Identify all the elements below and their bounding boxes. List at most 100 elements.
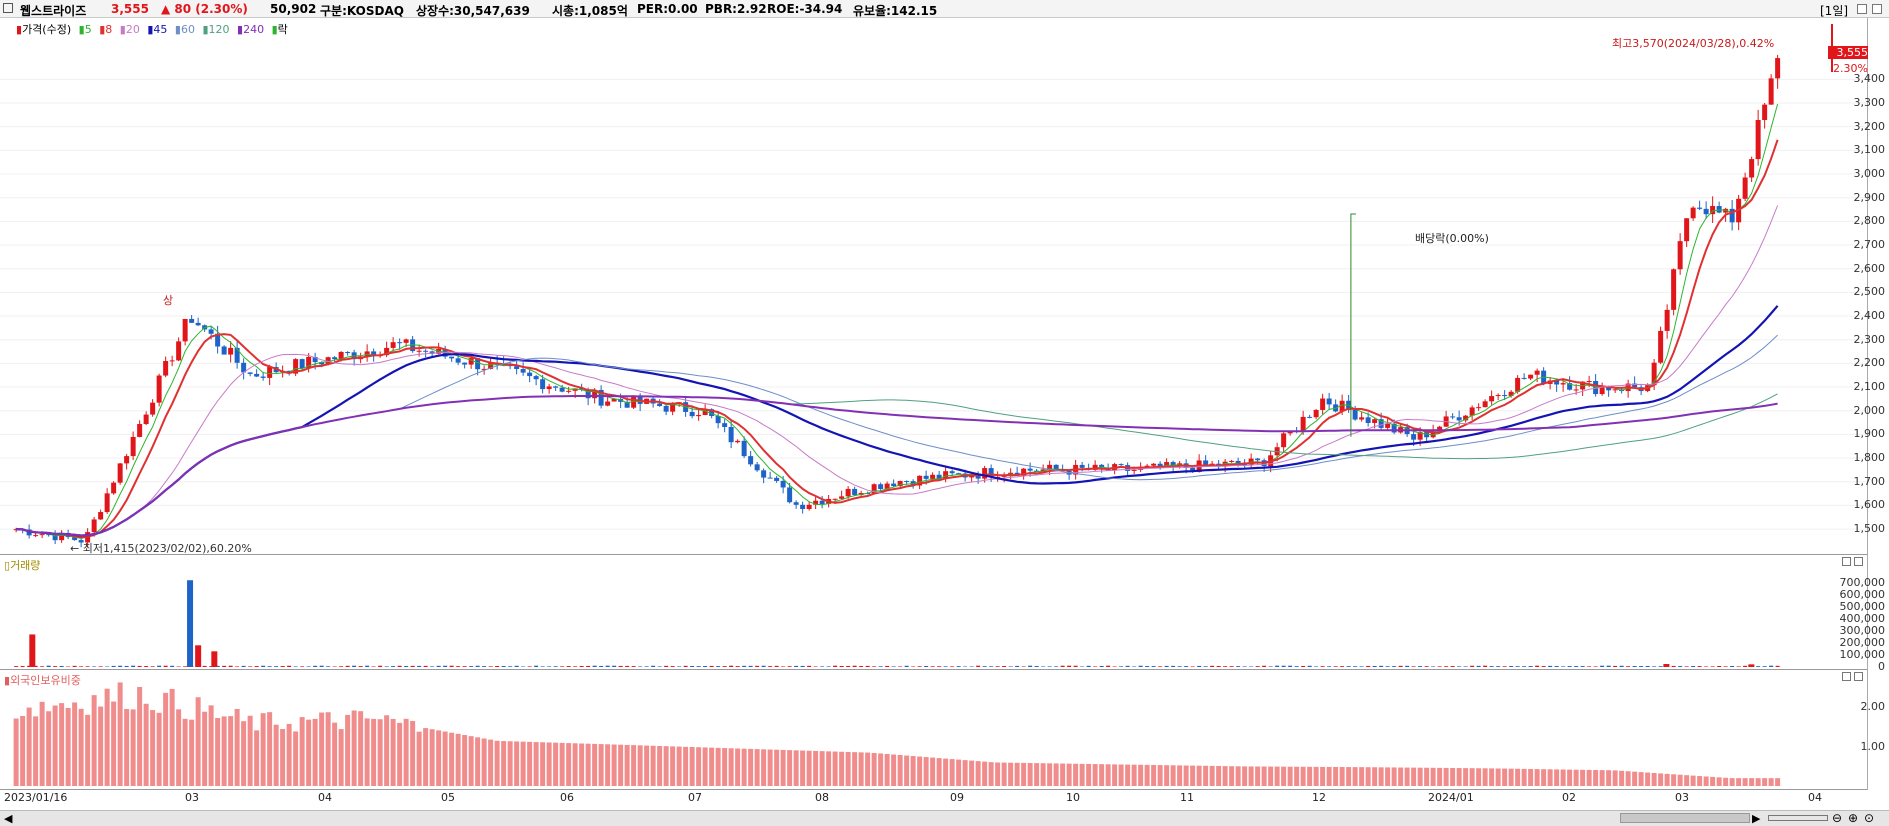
- price-axis[interactable]: 3,555 2.30% 3,400 3,300 3,200 3,100 3,000 2,9…: [1828, 18, 1889, 555]
- candle-body: [390, 342, 396, 348]
- volume-bar: [1645, 665, 1650, 667]
- volume-bar: [1034, 666, 1039, 667]
- volume-bar: [514, 665, 519, 667]
- volume-maximize-icon[interactable]: [1842, 557, 1851, 566]
- price-chart-svg[interactable]: [0, 18, 1867, 554]
- foreign-chart-svg[interactable]: [0, 670, 1867, 789]
- zoom-reset-icon[interactable]: ⊙: [1864, 811, 1875, 825]
- candle-body: [1027, 468, 1033, 471]
- collapse-icon[interactable]: [3, 3, 13, 13]
- foreign-bar: [618, 744, 624, 786]
- candle-body: [553, 386, 559, 388]
- foreign-bar: [1144, 764, 1150, 786]
- candle-body: [1190, 467, 1196, 473]
- foreign-close-icon[interactable]: [1854, 672, 1863, 681]
- candle-body: [1047, 464, 1053, 470]
- candle-body: [46, 534, 52, 536]
- volume-bar: [1587, 666, 1592, 667]
- volume-bar: [488, 666, 493, 667]
- candle-body: [117, 463, 123, 483]
- scroll-left-icon[interactable]: ◀: [4, 812, 13, 825]
- candle-body: [533, 376, 539, 380]
- date-label: 06: [560, 791, 574, 804]
- candle-body: [1664, 309, 1670, 331]
- zoom-in-icon[interactable]: ⊕: [1848, 811, 1859, 825]
- foreign-bar: [1508, 768, 1514, 786]
- foreign-bar: [247, 715, 253, 786]
- scroll-thumb[interactable]: [1620, 813, 1750, 823]
- stock-name[interactable]: 웹스트라이즈: [20, 4, 87, 18]
- volume-bar: [553, 666, 558, 667]
- foreign-bar: [683, 746, 689, 786]
- candle-body: [1742, 177, 1748, 199]
- volume-bar: [365, 665, 370, 667]
- foreign-bar: [670, 746, 676, 786]
- foreign-bar: [1294, 766, 1300, 786]
- volume-bar: [716, 666, 721, 667]
- zoom-out-icon[interactable]: ⊖: [1832, 811, 1843, 825]
- candle-body: [1716, 206, 1722, 213]
- legend-ma120: 120: [208, 23, 230, 36]
- candle-body: [332, 357, 338, 360]
- scroll-right-icon[interactable]: ▶: [1752, 812, 1761, 825]
- volume-bar: [1015, 665, 1020, 667]
- candle-body: [878, 484, 884, 490]
- volume-bar: [943, 666, 948, 667]
- foreign-maximize-icon[interactable]: [1842, 672, 1851, 681]
- candle-body: [1651, 362, 1657, 386]
- foreign-bar: [1658, 773, 1664, 786]
- volume-bar: [703, 666, 708, 667]
- volume-bar: [1067, 665, 1072, 667]
- candle-body: [1229, 460, 1235, 462]
- volume-pane[interactable]: ▯거래량: [0, 555, 1867, 670]
- current-pct-tag: 2.30%: [1833, 62, 1868, 75]
- candle-body: [1528, 374, 1534, 379]
- volume-bar: [1333, 666, 1338, 667]
- volume-chart-svg[interactable]: [0, 555, 1867, 669]
- volume-bar: [274, 666, 279, 667]
- close-icon[interactable]: [1872, 4, 1882, 14]
- foreign-bar: [494, 740, 500, 786]
- volume-bar: [1041, 666, 1046, 667]
- chart-scrollbar[interactable]: ◀ ▶ ⊖ ⊕ ⊙: [0, 810, 1889, 826]
- volume-bar: [1515, 666, 1520, 667]
- foreign-bar: [1255, 766, 1261, 786]
- volume-bar: [1281, 665, 1286, 667]
- candle-body: [1053, 464, 1059, 470]
- foreign-bar: [559, 742, 565, 786]
- volume-bar: [852, 665, 857, 667]
- volume-bar: [1301, 665, 1306, 667]
- maximize-icon[interactable]: [1857, 4, 1867, 14]
- low-annotation-text: 최저1,415(2023/02/02),60.20%: [82, 542, 252, 555]
- candle-body: [1242, 464, 1248, 466]
- foreign-bar: [1151, 764, 1157, 786]
- foreign-bar: [111, 701, 117, 786]
- volume-bar: [625, 665, 630, 667]
- foreign-ownership-pane[interactable]: ▮외국인보유비중: [0, 670, 1867, 790]
- volume-bar: [1132, 666, 1137, 667]
- period-selector[interactable]: [1일]: [1820, 4, 1849, 18]
- candle-body: [306, 356, 312, 369]
- volume-bar: [235, 666, 240, 667]
- volume-bar: [950, 666, 955, 667]
- volume-bar: [1444, 666, 1449, 667]
- volume-bar: [1697, 666, 1702, 667]
- volume-bar: [300, 666, 305, 667]
- zoom-slider[interactable]: [1768, 815, 1828, 821]
- foreign-bar: [819, 751, 825, 786]
- foreign-bar: [1326, 766, 1332, 786]
- foreign-bar: [1313, 766, 1319, 786]
- candle-body: [475, 358, 481, 370]
- volume-bar: [261, 665, 266, 667]
- candle-body: [1560, 383, 1566, 385]
- volume-bar: [833, 665, 838, 667]
- volume-close-icon[interactable]: [1854, 557, 1863, 566]
- current-price: 3,555: [111, 2, 149, 16]
- foreign-bar: [1645, 772, 1651, 786]
- candle-body: [605, 401, 611, 406]
- foreign-bar: [553, 742, 559, 786]
- volume-bar: [20, 666, 25, 667]
- foreign-bar: [429, 729, 435, 786]
- price-chart-pane[interactable]: ▮가격(수정) ▮5 ▮8 ▮20 ▮45 ▮60 ▮120 ▮240 ▮락 최…: [0, 18, 1867, 555]
- price-tick: 3,000: [1853, 167, 1886, 181]
